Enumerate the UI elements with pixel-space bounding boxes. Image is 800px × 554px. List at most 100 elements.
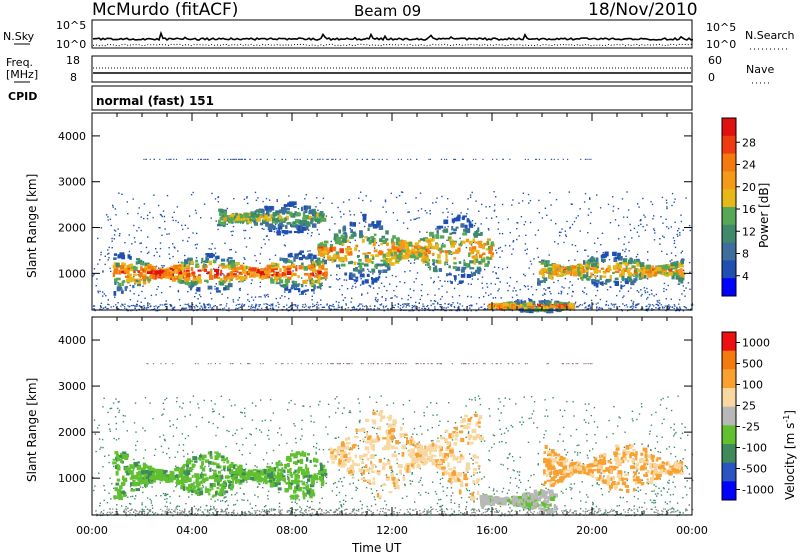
echo-cell [476, 250, 480, 255]
echo-cell [600, 267, 604, 270]
scatter-dot [654, 232, 656, 234]
scatter-dot [356, 432, 358, 434]
row-dot [553, 158, 555, 160]
echo-cell [355, 244, 359, 248]
ground-dot [225, 305, 227, 307]
scatter-dot [472, 241, 475, 244]
scatter-dot [345, 279, 348, 281]
echo-cell [203, 268, 207, 272]
scatter-dot [283, 306, 285, 308]
scatter-dot [684, 306, 686, 308]
scatter-dot [593, 456, 595, 459]
echo-cell [205, 256, 208, 260]
row-dot [256, 158, 258, 160]
echo-cell [367, 252, 371, 255]
scatter-dot [587, 255, 589, 257]
scatter-dot [409, 270, 411, 272]
scatter-dot [121, 193, 123, 195]
scatter-dot [588, 208, 590, 210]
scatter-dot [355, 486, 357, 489]
scatter-dot [638, 206, 640, 208]
echo-cell [563, 303, 566, 307]
scatter-dot [646, 291, 649, 293]
scatter-dot [538, 199, 540, 202]
scatter-dot [628, 508, 631, 510]
scatter-dot [543, 288, 545, 290]
scatter-dot [637, 486, 639, 489]
scatter-dot [268, 429, 270, 432]
scatter-dot [412, 310, 414, 312]
scatter-dot [500, 297, 502, 299]
echo-cell [271, 225, 276, 229]
scatter-dot [660, 216, 662, 218]
scatter-dot [295, 509, 298, 511]
scatter-dot [173, 211, 175, 213]
scatter-dot [491, 217, 493, 219]
echo-cell [364, 257, 369, 263]
ground-dot [610, 303, 613, 305]
echo-cell [292, 283, 297, 286]
echo-cell [289, 252, 293, 258]
scatter-dot [409, 483, 412, 485]
echo-cell [322, 272, 325, 277]
scatter-dot [365, 514, 367, 517]
scatter-dot [684, 426, 686, 428]
row-dot [428, 158, 430, 160]
scatter-dot [655, 411, 657, 414]
scatter-dot [471, 220, 474, 222]
scatter-dot [479, 471, 481, 473]
ground-dot [161, 304, 163, 306]
echo-cell [558, 301, 562, 305]
scatter-dot [161, 234, 163, 236]
scatter-dot [684, 486, 686, 488]
echo-cell [137, 270, 141, 273]
row-dot [397, 158, 399, 160]
echo-cell [298, 257, 303, 261]
ground-dot [288, 306, 290, 308]
echo-cell [453, 240, 457, 244]
ground-dot [241, 304, 243, 306]
scatter-dot [256, 466, 258, 468]
scatter-dot [195, 426, 198, 428]
echo-cell [576, 264, 579, 268]
scatter-dot [612, 196, 614, 198]
ground-dot [458, 310, 461, 312]
scatter-dot [127, 507, 129, 509]
scatter-dot [107, 299, 109, 301]
scatter-dot [94, 433, 96, 435]
scatter-dot [413, 281, 415, 283]
scatter-dot [524, 243, 527, 245]
echo-cell [292, 272, 297, 277]
echo-cell [186, 269, 190, 273]
scatter-dot [177, 261, 180, 264]
echo-cell [114, 270, 118, 275]
scatter-dot [333, 483, 335, 485]
echo-cell [541, 273, 545, 278]
echo-cell [448, 250, 451, 255]
echo-cell [187, 277, 190, 280]
echo-cell [439, 250, 442, 254]
echo-cell [345, 249, 350, 254]
scatter-dot [156, 251, 158, 253]
scatter-dot [164, 228, 166, 230]
scatter-dot [630, 229, 632, 232]
scatter-dot [197, 298, 199, 300]
row-dot [416, 158, 418, 160]
echo-cell [528, 307, 532, 311]
scatter-dot [499, 246, 502, 249]
scatter-dot [481, 276, 484, 278]
echo-cell [449, 239, 454, 243]
scatter-dot [624, 431, 626, 433]
scatter-dot [93, 268, 96, 270]
echo-cell [317, 243, 323, 248]
scatter-dot [367, 481, 369, 483]
scatter-dot [275, 227, 278, 230]
scatter-dot [570, 489, 572, 491]
echo-cell [520, 299, 523, 304]
echo-cell [274, 213, 279, 216]
scatter-dot [306, 279, 309, 282]
scatter-dot [467, 198, 469, 200]
echo-cell [540, 300, 545, 303]
row-dot [187, 158, 189, 160]
ground-dot [632, 304, 634, 306]
